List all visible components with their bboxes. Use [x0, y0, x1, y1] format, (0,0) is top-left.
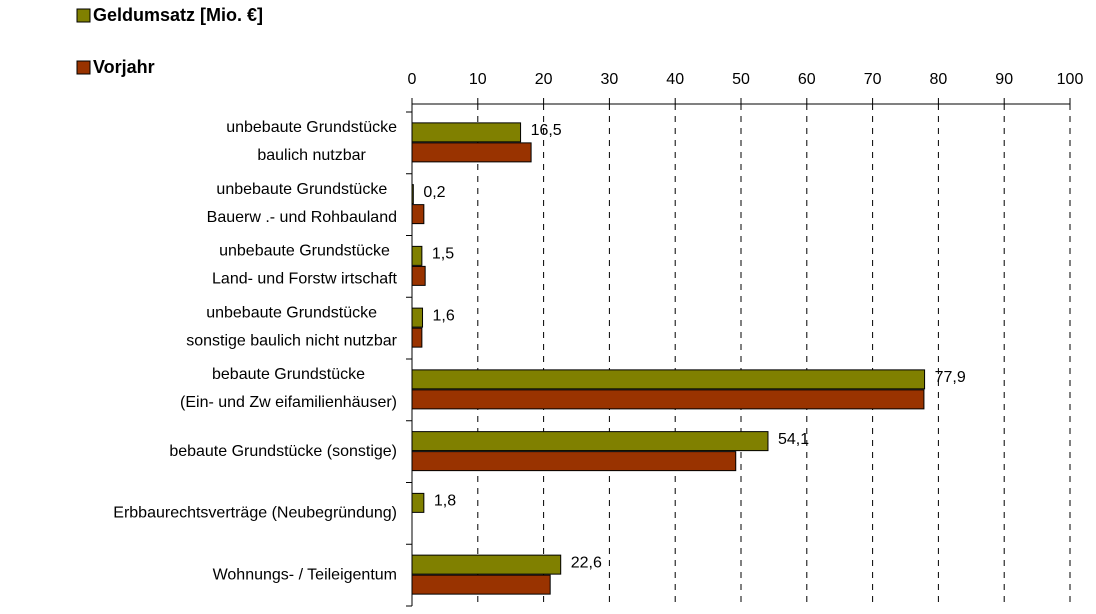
bar [411, 265, 426, 286]
x-tick-label: 80 [930, 71, 948, 88]
bar [411, 492, 425, 513]
x-tick-label: 30 [601, 71, 619, 88]
bar [411, 554, 562, 575]
data-label: 1,5 [432, 246, 454, 263]
bar [411, 307, 424, 328]
x-tick-label: 70 [864, 71, 882, 88]
data-label: 1,8 [434, 493, 456, 510]
data-label: 16,5 [531, 122, 562, 139]
x-tick-label: 20 [535, 71, 553, 88]
y-tick-label: unbebaute Grundstücke [216, 181, 387, 198]
y-tick-label: baulich nutzbar [257, 147, 366, 164]
x-tick-label: 60 [798, 71, 816, 88]
y-tick-label: Wohnungs- / Teileigentum [213, 566, 397, 583]
bar [411, 142, 532, 163]
y-tick-label: bebaute Grundstücke (sonstige) [169, 443, 397, 460]
y-tick-label: bebaute Grundstücke [212, 366, 365, 383]
y-tick-label: unbebaute Grundstücke [219, 243, 390, 260]
data-label: 22,6 [571, 554, 602, 571]
y-tick-label: Bauerw .- und Rohbauland [207, 209, 397, 226]
data-label: 54,1 [778, 431, 809, 448]
bar [411, 204, 425, 225]
y-tick-label: (Ein- und Zw eifamilienhäuser) [180, 394, 397, 411]
legend-label: Vorjahr [93, 57, 155, 77]
x-tick-label: 0 [408, 71, 417, 88]
y-tick-label: sonstige baulich nicht nutzbar [186, 332, 397, 349]
y-tick-label: Erbbaurechtsverträge (Neubegründung) [113, 505, 397, 522]
x-tick-label: 90 [995, 71, 1013, 88]
bar [411, 327, 423, 348]
data-label: 0,2 [423, 184, 445, 201]
y-tick-label: Land- und Forstw irtschaft [212, 271, 398, 288]
legend-swatch [76, 8, 91, 23]
y-tick-label: unbebaute Grundstücke [206, 304, 377, 321]
x-tick-label: 10 [469, 71, 487, 88]
bar [411, 184, 414, 205]
bar [411, 574, 551, 595]
data-label: 1,6 [433, 307, 455, 324]
legend-swatch [76, 60, 91, 75]
bar [411, 369, 926, 390]
legend-label: Geldumsatz [Mio. €] [93, 5, 263, 25]
bar [411, 451, 737, 472]
data-label: 77,9 [935, 369, 966, 386]
y-tick-label: unbebaute Grundstücke [226, 119, 397, 136]
x-tick-label: 100 [1057, 71, 1084, 88]
bar [411, 389, 925, 410]
bar [411, 431, 769, 452]
x-tick-label: 40 [666, 71, 684, 88]
bar [411, 122, 522, 143]
bar [411, 245, 423, 266]
x-tick-label: 50 [732, 71, 750, 88]
